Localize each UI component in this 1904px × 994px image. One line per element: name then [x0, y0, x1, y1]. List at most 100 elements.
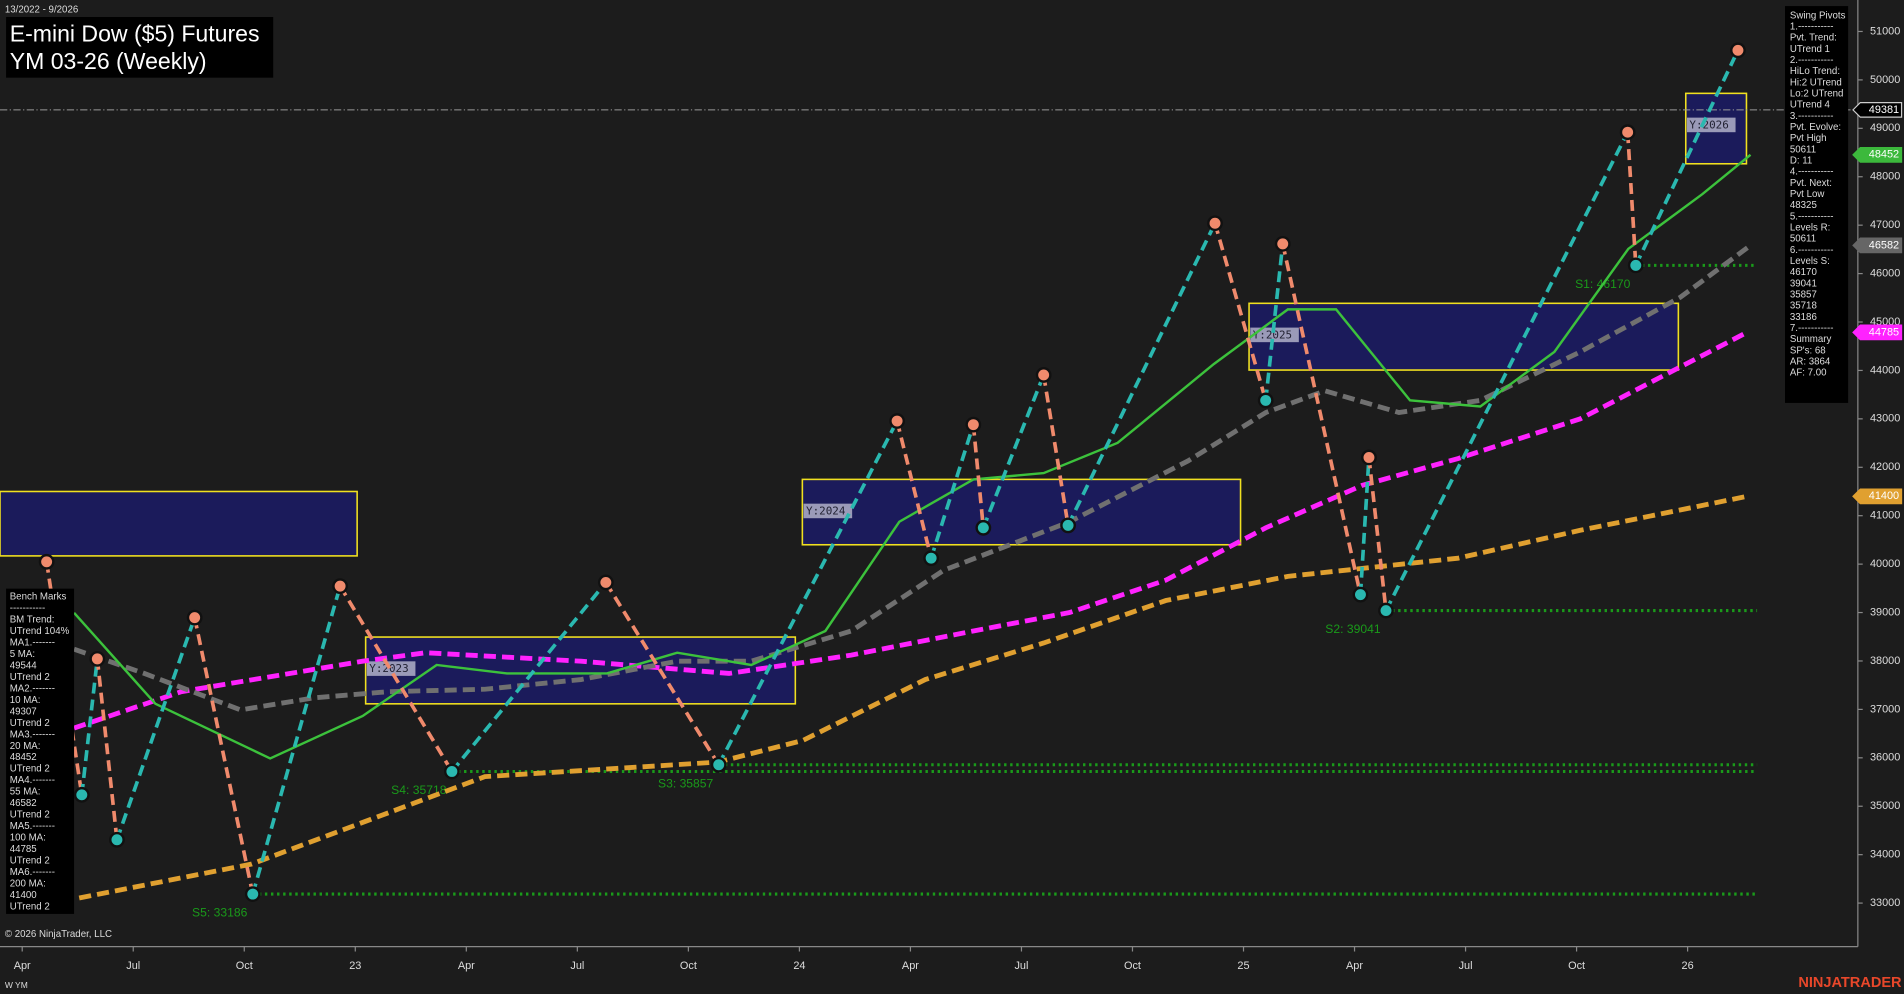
y-tick-label: 42000: [1870, 461, 1900, 473]
y-tick-label: 51000: [1870, 25, 1900, 37]
pivot-high: [186, 609, 203, 626]
bench-panel-line: MA5.-------: [10, 821, 55, 832]
pivot-swing: [1358, 457, 1371, 595]
pivot-low: [1378, 602, 1394, 619]
pivot-swing: [971, 424, 986, 528]
swing-panel-line: Hi:2 UTrend: [1790, 77, 1842, 88]
bench-panel-line: 55 MA:: [10, 787, 41, 798]
pivot-low: [710, 756, 727, 773]
swing-panel-line: 50611: [1790, 144, 1816, 155]
year-zone: [1248, 302, 1680, 371]
pivot-high: [597, 574, 614, 591]
bench-panel-line: MA6.-------: [10, 867, 55, 878]
swing-panel-line: Pvt High: [1790, 133, 1827, 144]
swing-panel-line: 46170: [1790, 267, 1818, 278]
pivot-low: [244, 886, 261, 902]
pivot-high: [89, 651, 106, 667]
x-tick-label: Jul: [1459, 960, 1473, 972]
pivot-low: [1060, 517, 1076, 534]
swing-panel-line: Pvt. Trend:: [1790, 33, 1837, 44]
pivot-swing: [115, 617, 197, 841]
zone-label-box: [1250, 327, 1299, 343]
pivot-high: [965, 416, 982, 433]
swing-panel-line: Levels R:: [1790, 222, 1830, 233]
bench-panel-line: 46582: [10, 798, 37, 809]
swing-panel-line: Levels S:: [1790, 256, 1830, 267]
pivot-swing: [95, 658, 119, 840]
swing-panel-line: 4.-----------: [1790, 167, 1834, 178]
bench-panel-line: -----------: [10, 603, 46, 614]
swing-panel-line: 35718: [1790, 301, 1817, 312]
swing-panel-line: UTrend 4: [1790, 100, 1831, 111]
pivot-high: [1207, 215, 1223, 232]
pivot-high: [1730, 42, 1746, 59]
bench-panel-line: MA4.-------: [10, 775, 55, 786]
y-tick-label: 37000: [1870, 703, 1900, 715]
year-zone: [0, 490, 358, 557]
bench-panel-line: UTrend 2: [10, 810, 50, 821]
y-tick-label: 45000: [1870, 316, 1900, 328]
x-tick-label: Apr: [458, 960, 475, 972]
pivot-swing: [895, 420, 933, 559]
pivot-low: [73, 786, 90, 803]
y-tick-label: 34000: [1870, 849, 1900, 861]
year-zone: [801, 478, 1242, 546]
x-tick-label: Apr: [902, 960, 919, 972]
y-tick-label: 41000: [1870, 510, 1900, 522]
pivot-high: [332, 578, 349, 594]
x-tick-label: Jul: [1014, 960, 1028, 972]
price-marker: [1852, 146, 1903, 163]
x-tick-label: Apr: [1346, 960, 1363, 972]
instrument: W YM: [5, 980, 28, 990]
swing-panel-line: 50611: [1790, 234, 1816, 245]
swing-panel-line: D: 11: [1790, 155, 1812, 166]
price-marker-label: 44785: [1869, 326, 1899, 338]
swing-panel-line: 35857: [1790, 289, 1817, 300]
bench-panel-line: 49544: [10, 661, 38, 672]
copyright: © 2026 NinjaTrader, LLC: [5, 929, 112, 940]
swing-panel: [1785, 6, 1849, 403]
bench-panel-line: UTrend 2: [10, 672, 50, 683]
pivot-low: [443, 763, 460, 780]
swing-panel-line: Pvt. Evolve:: [1790, 122, 1841, 133]
pivot-swing: [1066, 222, 1217, 527]
date-range: 13/2022 - 9/2026: [5, 4, 78, 15]
pivot-high: [1035, 367, 1052, 383]
price-marker-label: 46582: [1869, 239, 1899, 251]
bench-panel-line: 100 MA:: [10, 833, 46, 844]
y-tick-label: 48000: [1870, 171, 1900, 183]
pivot-high: [1361, 449, 1377, 466]
price-marker-label: 49381: [1869, 104, 1899, 116]
bench-panel-line: UTrend 2: [10, 901, 50, 912]
pivot-swing: [1384, 131, 1630, 612]
swing-panel-line: 48325: [1790, 200, 1817, 211]
x-tick-label: Oct: [1568, 960, 1585, 972]
pivot-swing: [1634, 49, 1740, 267]
swing-panel-line: Swing Pivots: [1790, 10, 1846, 21]
swing-panel-line: 6.-----------: [1790, 245, 1834, 256]
y-tick-label: 43000: [1870, 413, 1900, 425]
swing-panel-line: 5.-----------: [1790, 211, 1834, 222]
zone-label: Y:2024: [806, 505, 846, 518]
y-tick-label: 46000: [1870, 267, 1900, 279]
zone-label: Y:2025: [1253, 328, 1292, 341]
pivot-swing: [981, 374, 1046, 529]
bench-panel-line: MA3.-------: [10, 729, 55, 740]
y-tick-label: 50000: [1870, 74, 1900, 86]
zone-label-box: [1686, 117, 1736, 133]
title-box: [6, 16, 274, 78]
pivot-swing: [717, 420, 899, 766]
pivot-swing: [604, 581, 721, 766]
x-tick-label: 26: [1682, 960, 1694, 972]
x-tick-label: Jul: [570, 960, 584, 972]
bench-panel-line: BM Trend:: [10, 615, 55, 626]
support-label: S5: 33186: [192, 906, 248, 920]
swing-panel-line: 39041: [1790, 278, 1817, 289]
bench-panel-line: MA2.-------: [10, 683, 55, 694]
swing-panel-line: SP's: 68: [1790, 345, 1826, 356]
price-marker: [1852, 488, 1903, 505]
swing-panel-line: Pvt. Next:: [1790, 178, 1832, 189]
